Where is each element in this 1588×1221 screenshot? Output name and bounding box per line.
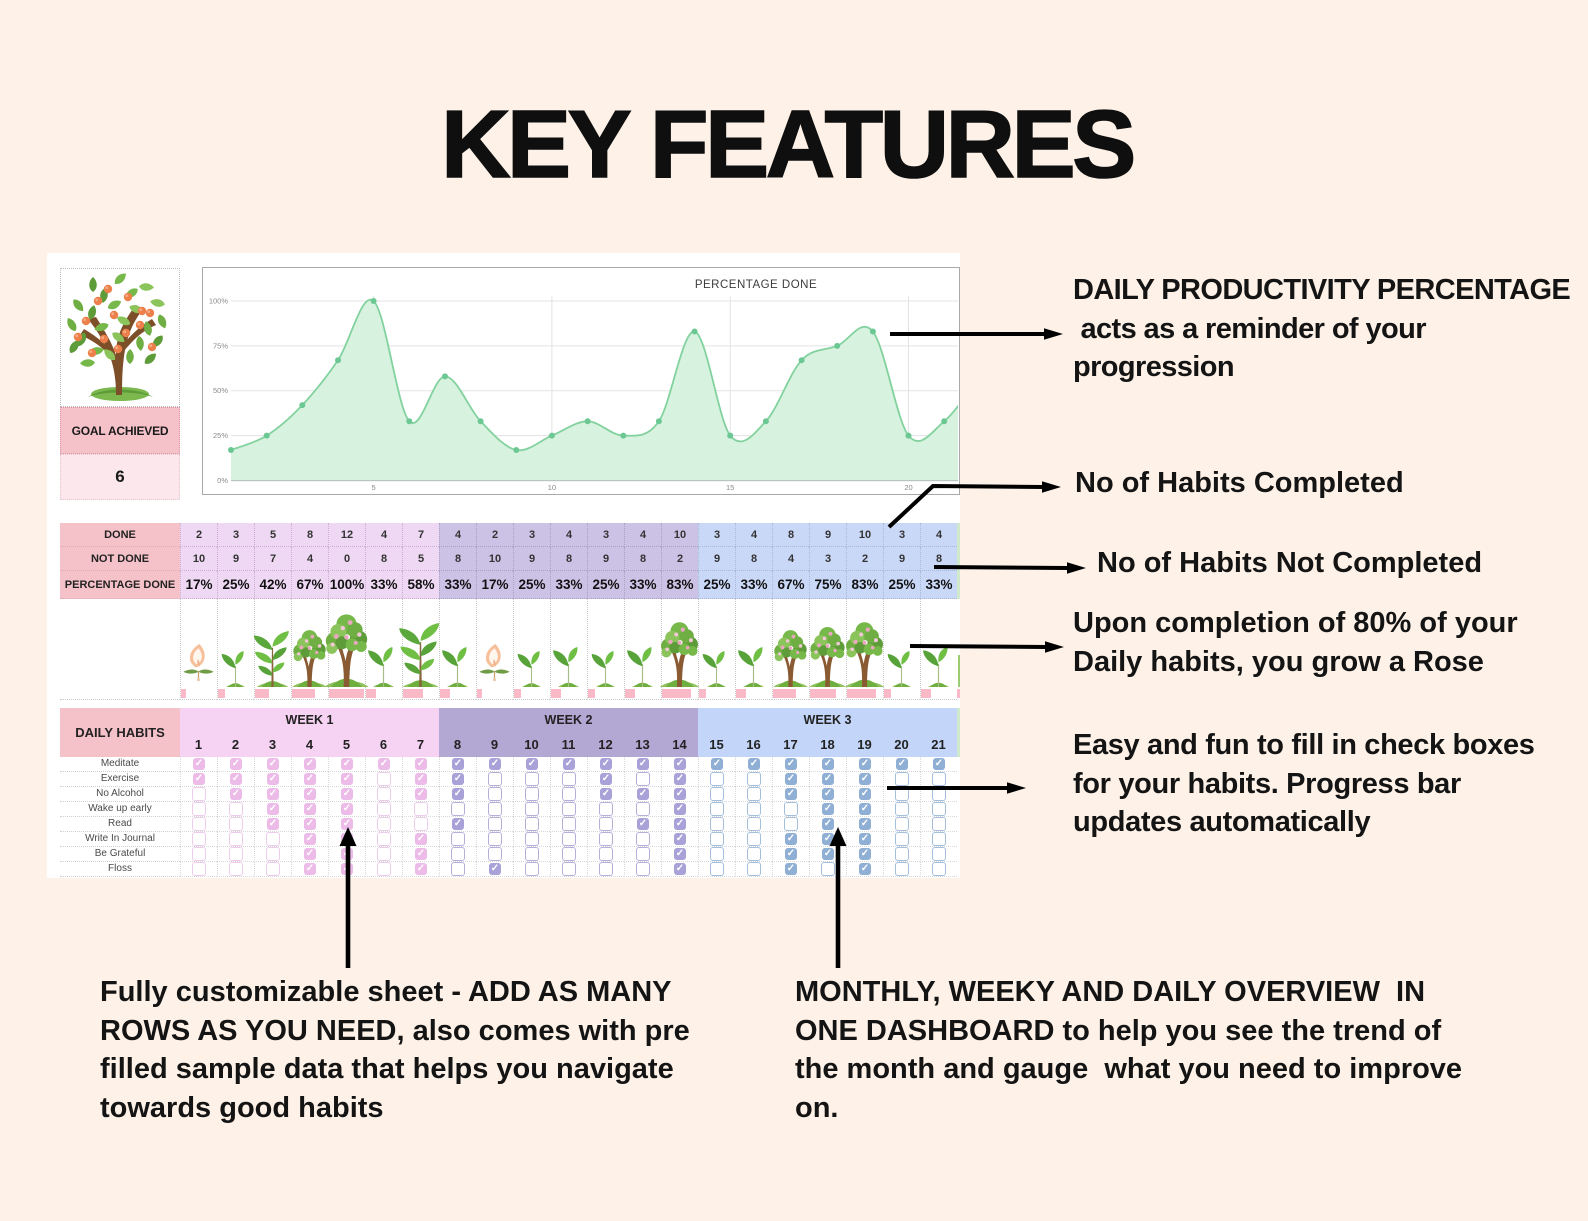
svg-text:50%: 50% bbox=[213, 386, 228, 395]
svg-text:20: 20 bbox=[904, 483, 912, 492]
svg-text:0%: 0% bbox=[217, 476, 228, 485]
svg-text:100%: 100% bbox=[209, 297, 229, 306]
svg-text:25%: 25% bbox=[213, 431, 228, 440]
svg-text:10: 10 bbox=[548, 483, 556, 492]
svg-text:75%: 75% bbox=[213, 341, 228, 350]
svg-text:PERCENTAGE DONE: PERCENTAGE DONE bbox=[695, 279, 817, 291]
svg-text:15: 15 bbox=[726, 483, 734, 492]
svg-text:5: 5 bbox=[372, 483, 376, 492]
